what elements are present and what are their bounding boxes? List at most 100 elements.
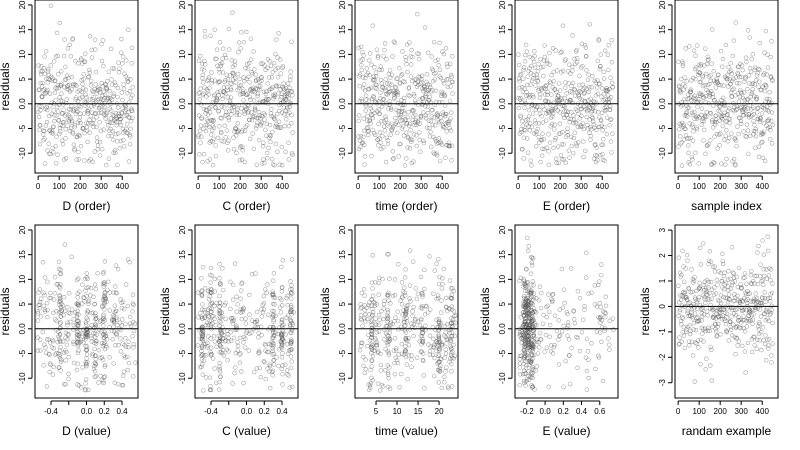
data-point bbox=[275, 55, 280, 60]
data-point bbox=[530, 278, 536, 284]
data-point bbox=[217, 369, 223, 374]
data-point bbox=[35, 335, 40, 340]
data-point bbox=[414, 133, 419, 138]
y-tick-label: 15 bbox=[18, 250, 27, 259]
data-point bbox=[51, 150, 56, 155]
data-point bbox=[78, 120, 83, 126]
data-point bbox=[424, 125, 430, 130]
data-point bbox=[748, 272, 754, 278]
data-point bbox=[541, 73, 546, 79]
data-point bbox=[247, 80, 252, 85]
data-point bbox=[534, 296, 539, 301]
data-point bbox=[753, 134, 759, 139]
data-point bbox=[129, 61, 134, 66]
data-point bbox=[220, 56, 225, 61]
data-point bbox=[41, 363, 46, 368]
data-point bbox=[267, 363, 273, 369]
data-point bbox=[404, 120, 410, 126]
data-point bbox=[552, 87, 558, 92]
data-point bbox=[764, 358, 769, 363]
data-point bbox=[208, 349, 213, 355]
data-point bbox=[249, 272, 255, 277]
data-point bbox=[402, 79, 407, 85]
data-point bbox=[430, 107, 435, 113]
data-point bbox=[362, 128, 367, 133]
data-point bbox=[361, 134, 366, 140]
data-point bbox=[261, 358, 267, 364]
data-point bbox=[451, 309, 456, 314]
data-point bbox=[755, 70, 760, 76]
data-point bbox=[373, 70, 379, 75]
data-point bbox=[114, 332, 120, 338]
data-point bbox=[561, 384, 566, 389]
data-point bbox=[586, 375, 591, 381]
data-point bbox=[212, 316, 217, 321]
data-point bbox=[45, 314, 50, 320]
data-point bbox=[684, 109, 690, 115]
data-point bbox=[240, 128, 245, 133]
data-point bbox=[609, 37, 614, 43]
data-point bbox=[395, 76, 400, 81]
data-point bbox=[417, 137, 422, 143]
data-point bbox=[770, 78, 775, 84]
data-point bbox=[288, 307, 294, 313]
data-point bbox=[726, 292, 732, 297]
data-point bbox=[207, 157, 213, 162]
data-point bbox=[600, 86, 605, 91]
data-point bbox=[542, 349, 547, 355]
data-point bbox=[68, 114, 73, 120]
x-tick-label: 0.6 bbox=[594, 407, 606, 416]
data-point bbox=[275, 149, 280, 154]
data-point bbox=[428, 100, 433, 105]
data-point bbox=[610, 131, 615, 136]
data-point bbox=[127, 115, 132, 120]
data-point bbox=[550, 114, 555, 119]
data-point bbox=[397, 66, 402, 71]
data-point bbox=[58, 98, 64, 103]
data-point bbox=[118, 50, 124, 55]
data-point bbox=[120, 299, 126, 304]
data-point bbox=[277, 108, 282, 114]
data-point bbox=[131, 345, 136, 350]
data-point bbox=[222, 303, 227, 308]
data-point bbox=[445, 308, 450, 314]
data-point bbox=[409, 353, 414, 358]
x-tick-label: 300 bbox=[255, 182, 269, 191]
data-point bbox=[78, 111, 83, 116]
data-point bbox=[213, 153, 219, 159]
data-point bbox=[358, 44, 364, 50]
data-point bbox=[114, 290, 119, 296]
data-point bbox=[607, 107, 613, 112]
data-point bbox=[544, 82, 549, 88]
y-tick-label: 5 bbox=[178, 76, 187, 81]
data-point bbox=[555, 68, 560, 73]
data-point bbox=[226, 339, 231, 344]
data-point bbox=[708, 363, 713, 368]
data-point bbox=[447, 143, 452, 149]
data-point bbox=[692, 150, 698, 156]
data-point bbox=[240, 307, 245, 313]
data-point bbox=[586, 72, 591, 77]
data-point bbox=[217, 350, 222, 355]
data-point bbox=[286, 157, 291, 162]
data-point bbox=[110, 337, 115, 342]
data-point bbox=[449, 369, 454, 374]
data-point bbox=[422, 84, 427, 90]
data-point bbox=[419, 342, 424, 347]
data-point bbox=[390, 125, 395, 131]
data-point bbox=[404, 303, 409, 308]
data-point bbox=[695, 43, 700, 48]
data-point bbox=[583, 148, 588, 154]
data-point bbox=[583, 355, 589, 360]
x-tick-label: 100 bbox=[372, 182, 386, 191]
data-point bbox=[740, 67, 745, 73]
data-point bbox=[742, 349, 747, 354]
data-point bbox=[726, 268, 731, 274]
data-point bbox=[120, 61, 125, 66]
data-point bbox=[727, 116, 733, 122]
data-point bbox=[716, 72, 721, 77]
data-point bbox=[288, 69, 293, 74]
data-point bbox=[427, 333, 433, 338]
y-tick-label: 5 bbox=[338, 76, 347, 81]
y-tick-label: 0.0 bbox=[18, 323, 27, 335]
